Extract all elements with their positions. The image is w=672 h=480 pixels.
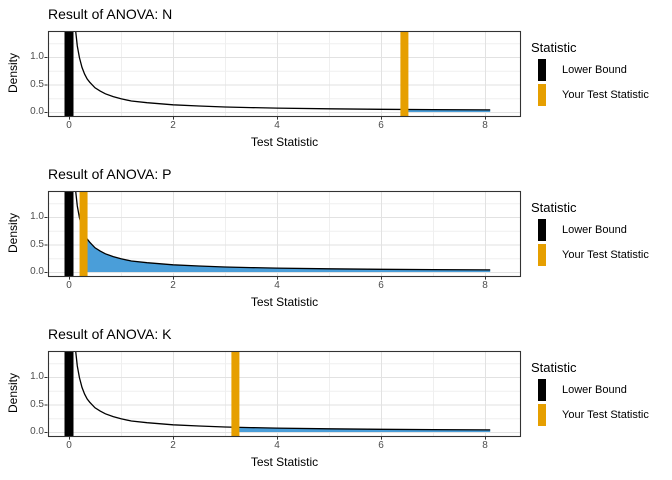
legend: Statistic Lower Bound Your Test Statisti…	[530, 360, 649, 426]
lower-bound-swatch	[538, 379, 546, 401]
density-curve	[74, 31, 491, 111]
lower-bound-bar	[64, 31, 74, 116]
legend: Statistic Lower Bound Your Test Statisti…	[530, 40, 649, 106]
x-axis-title: Test Statistic	[250, 455, 319, 469]
legend-item-lower-bound: Lower Bound	[538, 59, 649, 81]
legend-label: Your Test Statistic	[562, 89, 649, 101]
legend-title: Statistic	[531, 360, 577, 375]
panel-title: Result of ANOVA: K	[48, 326, 172, 342]
legend-item-lower-bound: Lower Bound	[538, 219, 649, 241]
lower-bound-bar	[64, 191, 74, 276]
legend-label: Your Test Statistic	[562, 409, 649, 421]
test-statistic-swatch	[538, 84, 546, 106]
test-statistic-bar	[231, 351, 240, 436]
legend-label: Your Test Statistic	[562, 249, 649, 261]
legend-item-lower-bound: Lower Bound	[538, 379, 649, 401]
test-statistic-swatch	[538, 244, 546, 266]
legend-label: Lower Bound	[562, 224, 627, 236]
panel-title: Result of ANOVA: N	[48, 6, 173, 22]
y-axis-title: Density	[6, 372, 20, 414]
panel-border	[47, 350, 522, 438]
y-axis-title: Density	[6, 52, 20, 94]
legend-label: Lower Bound	[562, 64, 627, 76]
plot-area	[44, 190, 522, 280]
lower-bound-swatch	[538, 219, 546, 241]
density-curve	[74, 191, 491, 271]
legend-item-test-statistic: Your Test Statistic	[538, 84, 649, 106]
x-axis-title: Test Statistic	[250, 135, 319, 149]
legend-title: Statistic	[531, 200, 577, 215]
test-statistic-bar	[79, 191, 88, 276]
lower-bound-bar	[64, 351, 74, 436]
test-statistic-swatch	[538, 404, 546, 426]
plot-area	[44, 30, 522, 120]
legend-item-test-statistic: Your Test Statistic	[538, 404, 649, 426]
panel-border	[47, 30, 522, 118]
lower-bound-swatch	[538, 59, 546, 81]
y-axis-title: Density	[6, 212, 20, 254]
x-axis-title: Test Statistic	[250, 295, 319, 309]
legend-label: Lower Bound	[562, 384, 627, 396]
panel-border	[47, 190, 522, 278]
legend-item-test-statistic: Your Test Statistic	[538, 244, 649, 266]
plot-area	[44, 350, 522, 440]
legend: Statistic Lower Bound Your Test Statisti…	[530, 200, 649, 266]
test-statistic-bar	[400, 31, 409, 116]
shaded-area	[83, 231, 491, 272]
density-curve	[74, 351, 491, 431]
legend-title: Statistic	[531, 40, 577, 55]
panel-title: Result of ANOVA: P	[48, 166, 172, 182]
